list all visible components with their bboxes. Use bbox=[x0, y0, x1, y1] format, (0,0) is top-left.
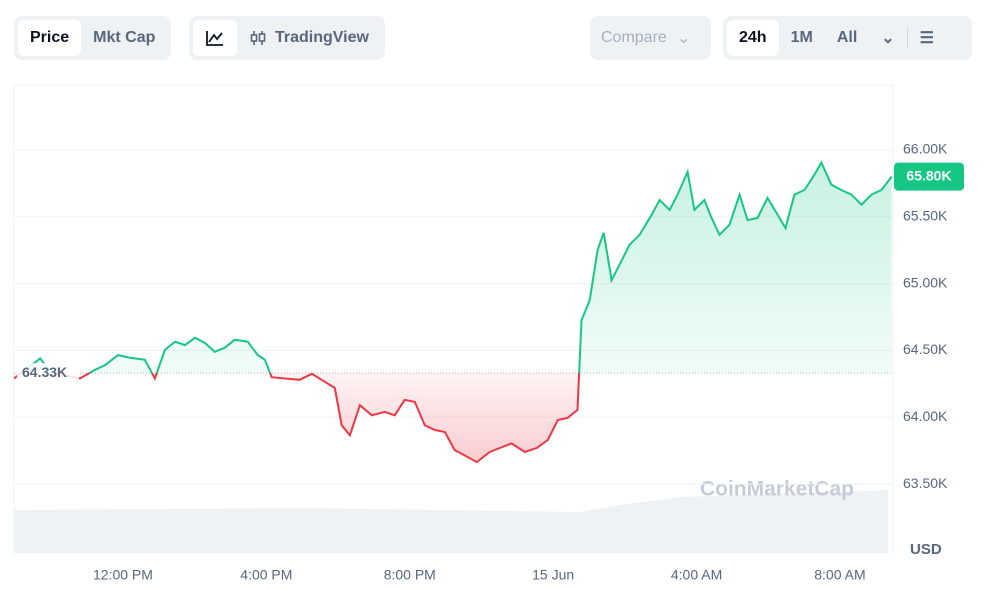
divider bbox=[906, 28, 908, 48]
tradingview-button[interactable]: TradingView bbox=[237, 20, 381, 56]
tab[interactable]: Price bbox=[18, 20, 82, 56]
y-tick-label: 65.00K bbox=[903, 274, 948, 290]
range[interactable]: All bbox=[836, 29, 858, 46]
range-group: 24h 1M All ⌄ ☰ bbox=[723, 16, 972, 60]
range[interactable]: 24h bbox=[727, 20, 779, 56]
label: TradingView bbox=[275, 29, 369, 46]
line-tool[interactable] bbox=[193, 20, 237, 56]
x-tick-label: 12:00 PM bbox=[93, 567, 153, 583]
y-tick-label: 65.50K bbox=[903, 207, 948, 223]
current-price-badge bbox=[894, 162, 964, 191]
baseline-label-bg bbox=[17, 363, 79, 384]
current-price-label: 65.80K bbox=[906, 167, 951, 183]
compare[interactable]: Compare ⌄ bbox=[590, 16, 711, 60]
tool-group: TradingView bbox=[189, 16, 385, 60]
watermark: CoinMarketCap bbox=[700, 478, 854, 501]
volume-area bbox=[14, 490, 888, 553]
price-line bbox=[13, 160, 893, 464]
x-tick-label: 8:00 AM bbox=[814, 567, 865, 583]
range-dropdown[interactable]: ⌄ bbox=[881, 30, 895, 47]
tab[interactable]: Mkt Cap bbox=[93, 29, 156, 46]
area-fill bbox=[14, 162, 892, 463]
label: Compare bbox=[601, 29, 667, 46]
range[interactable]: 1M bbox=[790, 29, 813, 46]
settings[interactable]: ☰ bbox=[919, 30, 935, 47]
y-tick-label: 64.50K bbox=[903, 341, 948, 357]
x-tick-label: 4:00 AM bbox=[671, 567, 722, 583]
y-tick-label: 64.00K bbox=[903, 408, 948, 424]
x-tick-label: 8:00 PM bbox=[384, 567, 436, 583]
y-tick-label: 63.50K bbox=[903, 475, 948, 491]
y-unit: USD bbox=[910, 541, 942, 558]
baseline-label: 64.33K bbox=[22, 364, 67, 380]
tab-group: Price Mkt Cap bbox=[14, 16, 172, 60]
x-tick-label: 15 Jun bbox=[532, 567, 574, 583]
x-tick-label: 4:00 PM bbox=[240, 567, 292, 583]
y-tick-label: 66.00K bbox=[903, 141, 948, 157]
